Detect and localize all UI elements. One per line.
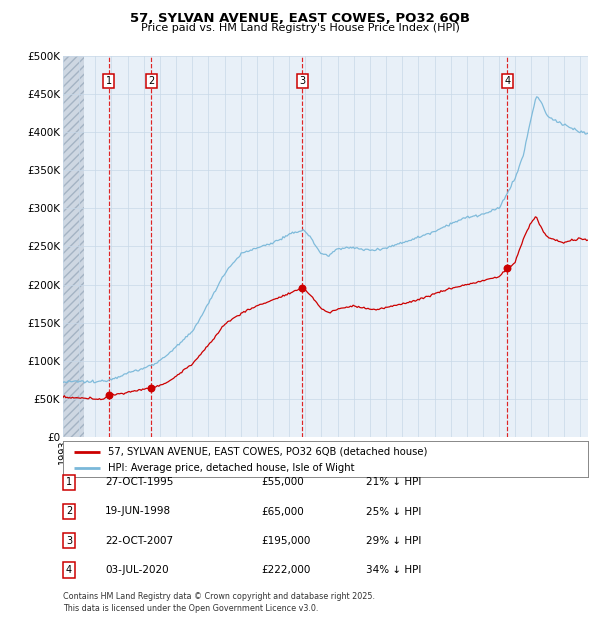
Text: 21% ↓ HPI: 21% ↓ HPI — [366, 477, 421, 487]
Text: £55,000: £55,000 — [261, 477, 304, 487]
Text: 25% ↓ HPI: 25% ↓ HPI — [366, 507, 421, 516]
Text: £195,000: £195,000 — [261, 536, 310, 546]
Text: 27-OCT-1995: 27-OCT-1995 — [105, 477, 173, 487]
Text: 34% ↓ HPI: 34% ↓ HPI — [366, 565, 421, 575]
Text: HPI: Average price, detached house, Isle of Wight: HPI: Average price, detached house, Isle… — [107, 463, 354, 474]
Text: 2: 2 — [148, 76, 154, 86]
Point — [502, 263, 512, 273]
Text: 03-JUL-2020: 03-JUL-2020 — [105, 565, 169, 575]
Text: 4: 4 — [504, 76, 510, 86]
Text: £65,000: £65,000 — [261, 507, 304, 516]
Text: 3: 3 — [299, 76, 305, 86]
Text: 22-OCT-2007: 22-OCT-2007 — [105, 536, 173, 546]
Text: 3: 3 — [66, 536, 72, 546]
Text: 29% ↓ HPI: 29% ↓ HPI — [366, 536, 421, 546]
Text: 2: 2 — [66, 507, 72, 516]
Point — [104, 390, 113, 400]
Text: 19-JUN-1998: 19-JUN-1998 — [105, 507, 171, 516]
Text: Contains HM Land Registry data © Crown copyright and database right 2025.: Contains HM Land Registry data © Crown c… — [63, 592, 375, 601]
Text: 1: 1 — [106, 76, 112, 86]
Point — [298, 283, 307, 293]
Text: Price paid vs. HM Land Registry's House Price Index (HPI): Price paid vs. HM Land Registry's House … — [140, 23, 460, 33]
Text: £222,000: £222,000 — [261, 565, 310, 575]
Text: 57, SYLVAN AVENUE, EAST COWES, PO32 6QB: 57, SYLVAN AVENUE, EAST COWES, PO32 6QB — [130, 12, 470, 25]
Text: 1: 1 — [66, 477, 72, 487]
Text: 57, SYLVAN AVENUE, EAST COWES, PO32 6QB (detached house): 57, SYLVAN AVENUE, EAST COWES, PO32 6QB … — [107, 446, 427, 456]
Text: This data is licensed under the Open Government Licence v3.0.: This data is licensed under the Open Gov… — [63, 603, 319, 613]
Point — [146, 383, 156, 392]
Bar — [63, 56, 84, 437]
Text: 4: 4 — [66, 565, 72, 575]
